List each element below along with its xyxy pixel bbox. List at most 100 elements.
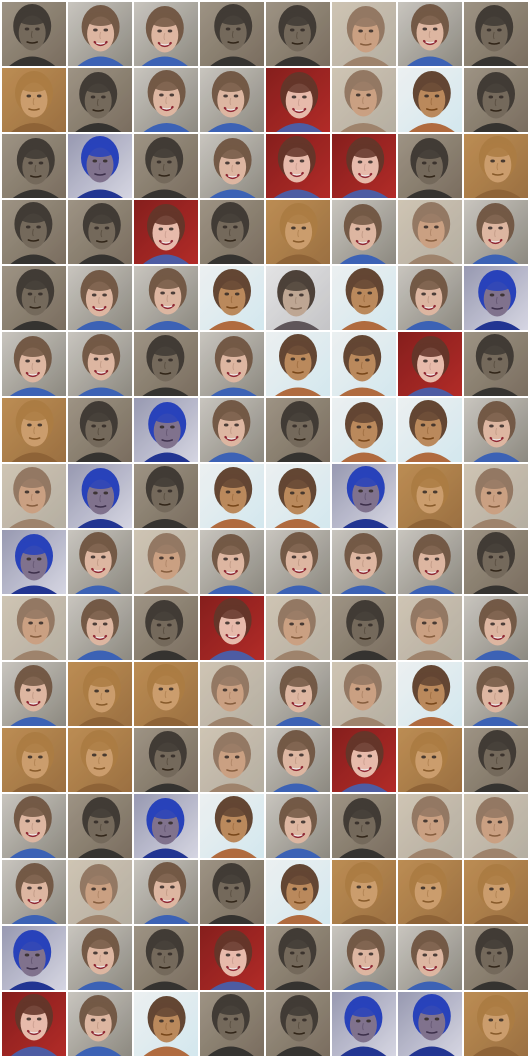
mouth-shape (161, 439, 173, 442)
shirt-shape (339, 387, 386, 396)
fringe-shape (413, 276, 444, 290)
left-eye (160, 291, 165, 295)
fringe-shape (482, 277, 513, 291)
left-eye (486, 951, 492, 955)
fringe-shape (218, 803, 249, 817)
mouth-shape (226, 965, 241, 972)
face-sample-tile (2, 794, 66, 858)
right-eye (368, 29, 374, 33)
right-eye (235, 161, 241, 165)
face-sample-tile (464, 596, 528, 660)
left-eye (92, 159, 98, 163)
fringe-shape (479, 804, 510, 818)
tile-highlight (134, 926, 198, 990)
left-eye (355, 227, 360, 231)
tile-highlight (68, 728, 132, 792)
tile-highlight (464, 134, 528, 198)
nose-shape (33, 426, 36, 435)
shirt-shape (340, 585, 387, 594)
left-eye (292, 424, 297, 428)
shirt-shape (405, 321, 452, 330)
face-sample-tile (68, 200, 132, 264)
generated-face-image (464, 596, 528, 660)
mouth-shape (425, 702, 437, 705)
fringe-shape (85, 475, 116, 489)
mouth-shape (357, 701, 369, 704)
tile-highlight (200, 662, 264, 726)
nose-shape (162, 163, 165, 172)
tile-highlight (332, 332, 396, 396)
right-eye (101, 555, 106, 559)
left-eye (424, 1017, 429, 1021)
nose-shape (162, 626, 165, 635)
left-eye (420, 423, 426, 427)
tile-highlight (68, 860, 132, 924)
face-sample-tile (200, 2, 264, 66)
nose-shape (99, 360, 102, 369)
left-eye (226, 819, 231, 823)
face-sample-tile (200, 530, 264, 594)
generated-face-image (2, 860, 66, 924)
generated-face-image (68, 992, 132, 1056)
teeth-shape (162, 107, 172, 110)
tile-highlight (266, 992, 330, 1056)
generated-face-image (134, 662, 198, 726)
left-eye (91, 293, 97, 297)
right-eye (167, 160, 172, 164)
left-eye (93, 951, 98, 955)
tile-highlight (68, 596, 132, 660)
face-sample-tile (332, 398, 396, 462)
teeth-shape (226, 437, 236, 440)
fringe-shape (17, 11, 48, 25)
fringe-shape (86, 210, 117, 224)
face-sample-tile (398, 926, 462, 990)
tile-highlight (332, 200, 396, 264)
tile-highlight (134, 728, 198, 792)
nose-shape (165, 1022, 168, 1031)
fringe-shape (215, 1001, 246, 1015)
generated-face-image (266, 860, 330, 924)
tile-highlight (464, 2, 528, 66)
left-eye (225, 161, 230, 165)
mouth-shape (489, 436, 504, 443)
shirt-shape (273, 321, 320, 330)
fringe-shape (85, 935, 116, 949)
left-eye (91, 753, 97, 757)
face-sample-tile (332, 794, 396, 858)
generated-face-image (266, 926, 330, 990)
face-sample-tile (464, 2, 528, 66)
right-eye (170, 885, 175, 889)
left-eye (288, 293, 294, 297)
shirt-shape (141, 981, 188, 990)
nose-shape (32, 228, 34, 237)
nose-shape (231, 30, 234, 39)
fringe-shape (414, 145, 445, 159)
face-sample-tile (68, 926, 132, 990)
shirt-shape (339, 717, 386, 726)
shirt-shape (77, 650, 123, 660)
shirt-shape (207, 717, 254, 726)
right-eye (233, 94, 239, 98)
left-eye (423, 819, 428, 823)
fringe-shape (283, 341, 313, 355)
generated-face-image (464, 2, 528, 66)
generated-face-image (200, 860, 264, 924)
generated-face-image (134, 464, 198, 528)
mouth-shape (490, 569, 502, 572)
right-eye (236, 819, 242, 823)
shirt-shape (143, 254, 189, 264)
shirt-shape (210, 519, 257, 528)
generated-face-image (68, 2, 132, 66)
generated-face-image (332, 596, 396, 660)
tile-highlight (332, 530, 396, 594)
shirt-shape (208, 452, 255, 462)
mouth-shape (228, 833, 240, 836)
shirt-shape (77, 981, 124, 990)
shirt-shape (77, 519, 124, 528)
face-sample-tile (266, 662, 330, 726)
face-sample-tile (332, 596, 396, 660)
fringe-shape (217, 276, 247, 290)
generated-face-image (68, 464, 132, 528)
right-eye (234, 755, 240, 759)
mouth-shape (360, 43, 372, 46)
